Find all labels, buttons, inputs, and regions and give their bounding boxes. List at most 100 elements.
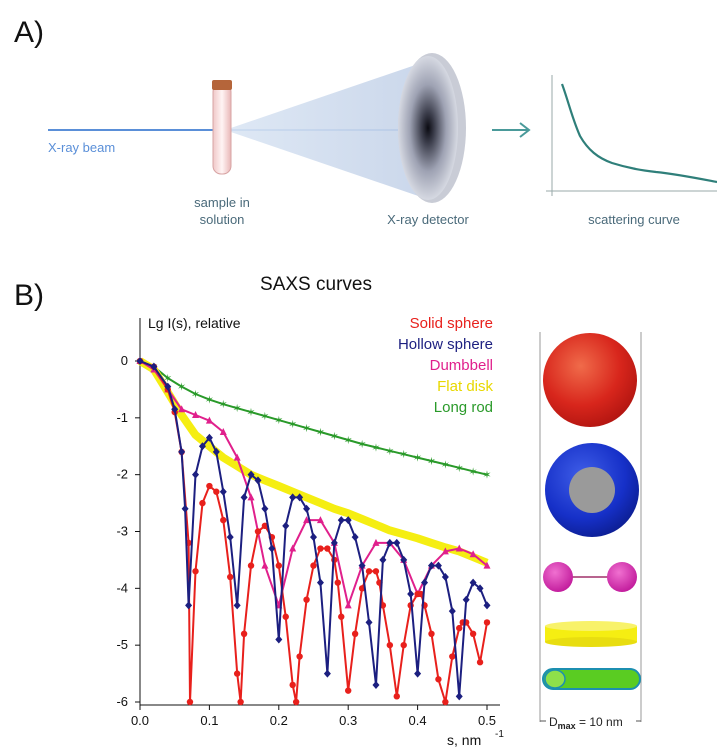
data-point bbox=[428, 630, 435, 637]
dmax-value: = 10 nm bbox=[576, 715, 623, 729]
data-point bbox=[345, 687, 352, 694]
data-point bbox=[400, 641, 407, 649]
dmax-scale: Dmax = 10 nm bbox=[540, 715, 641, 731]
legend-entry-dumbbell: Dumbbell bbox=[430, 357, 493, 374]
legend-entry-flat-disk: Flat disk bbox=[437, 378, 493, 395]
x-axis-label: s, nm -1 bbox=[447, 729, 504, 748]
data-point bbox=[316, 516, 324, 524]
series-line bbox=[137, 357, 489, 567]
data-point bbox=[192, 410, 200, 418]
hollow-sphere-icon bbox=[545, 443, 639, 537]
data-point bbox=[219, 428, 227, 436]
dumbbell-icon bbox=[543, 562, 637, 592]
data-point: ✶ bbox=[219, 398, 228, 411]
panel-b-label: B) bbox=[14, 279, 44, 312]
data-point bbox=[455, 544, 463, 552]
xray-detector-icon bbox=[398, 53, 466, 203]
data-point bbox=[462, 595, 470, 604]
data-point: ✶ bbox=[371, 441, 380, 454]
x-tick-label: 0.0 bbox=[131, 713, 149, 728]
data-point bbox=[372, 680, 380, 689]
sample-label-line-2: solution bbox=[200, 212, 245, 227]
data-point bbox=[372, 538, 380, 546]
data-point: ✶ bbox=[469, 465, 478, 478]
data-point bbox=[254, 528, 262, 535]
data-point: ✶ bbox=[288, 418, 297, 431]
data-point: ✶ bbox=[191, 388, 200, 401]
data-point bbox=[483, 619, 491, 626]
data-point bbox=[421, 578, 429, 587]
data-point: ✶ bbox=[413, 452, 422, 465]
sample-tube-icon bbox=[212, 80, 232, 175]
data-point bbox=[344, 516, 352, 525]
chart-title: SAXS curves bbox=[260, 274, 372, 295]
data-point bbox=[178, 405, 186, 413]
beam-label: X-ray beam bbox=[48, 140, 115, 155]
data-point bbox=[164, 382, 172, 391]
data-point bbox=[247, 562, 255, 569]
data-point bbox=[198, 442, 206, 451]
series-line bbox=[139, 360, 488, 476]
data-point bbox=[358, 561, 366, 570]
data-point bbox=[237, 698, 244, 706]
data-point: ✶ bbox=[441, 458, 450, 471]
panel-a-label: A) bbox=[14, 16, 44, 49]
series-flat-disk bbox=[137, 357, 489, 567]
data-point bbox=[449, 653, 456, 660]
data-point bbox=[316, 578, 324, 587]
series-long-rod: ✶✶✶✶✶✶✶✶✶✶✶✶✶✶✶✶✶✶✶✶✶✶✶✶✶✶ bbox=[135, 355, 491, 482]
x-tick-label: 0.4 bbox=[409, 713, 427, 728]
solid-sphere-icon bbox=[543, 333, 637, 427]
long-rod-icon bbox=[542, 668, 641, 690]
data-point: ✶ bbox=[260, 410, 269, 423]
data-point: ✶ bbox=[177, 381, 186, 394]
y-tick-label: -1 bbox=[116, 410, 128, 425]
data-point: ✶ bbox=[316, 426, 325, 439]
data-point bbox=[372, 568, 380, 575]
data-point bbox=[323, 669, 331, 678]
data-point bbox=[448, 607, 456, 616]
data-point bbox=[442, 698, 449, 706]
flat-disk-icon bbox=[545, 621, 637, 647]
data-point: ✶ bbox=[246, 406, 255, 419]
y-tick-label: -3 bbox=[116, 524, 128, 539]
data-point bbox=[455, 692, 463, 701]
data-point bbox=[303, 504, 311, 513]
data-point bbox=[220, 516, 227, 524]
data-point bbox=[186, 698, 194, 706]
data-point bbox=[261, 561, 269, 569]
data-point: ✶ bbox=[330, 430, 339, 443]
data-point bbox=[199, 499, 206, 507]
data-point bbox=[261, 522, 269, 530]
legend-entry-long-rod: Long rod bbox=[434, 399, 493, 416]
data-point bbox=[240, 630, 248, 637]
data-point: ✶ bbox=[163, 372, 172, 385]
data-point bbox=[192, 470, 200, 479]
data-point bbox=[205, 433, 213, 442]
data-point bbox=[330, 538, 338, 547]
data-point bbox=[205, 416, 213, 424]
data-point bbox=[407, 590, 415, 599]
data-point bbox=[324, 545, 331, 552]
data-point bbox=[469, 630, 477, 637]
detector-label: X-ray detector bbox=[387, 212, 469, 227]
chart-series: ✶✶✶✶✶✶✶✶✶✶✶✶✶✶✶✶✶✶✶✶✶✶✶✶✶✶ bbox=[135, 355, 492, 706]
data-point: ✶ bbox=[302, 422, 311, 435]
data-point: ✶ bbox=[344, 434, 353, 447]
data-point bbox=[181, 504, 189, 513]
data-point bbox=[338, 613, 345, 620]
data-point bbox=[469, 550, 477, 558]
data-point: ✶ bbox=[399, 448, 408, 461]
y-tick-label: -2 bbox=[116, 467, 128, 482]
arrow-icon bbox=[492, 122, 531, 138]
data-point: ✶ bbox=[205, 394, 214, 407]
data-point bbox=[227, 573, 234, 581]
data-point: ✶ bbox=[455, 462, 464, 475]
data-point: ✶ bbox=[233, 402, 242, 415]
data-point: ✶ bbox=[427, 455, 436, 468]
data-point bbox=[344, 601, 352, 609]
x-tick-label: 0.5 bbox=[478, 713, 496, 728]
data-point bbox=[282, 613, 289, 620]
x-axis-label-text: s, nm bbox=[447, 732, 481, 748]
